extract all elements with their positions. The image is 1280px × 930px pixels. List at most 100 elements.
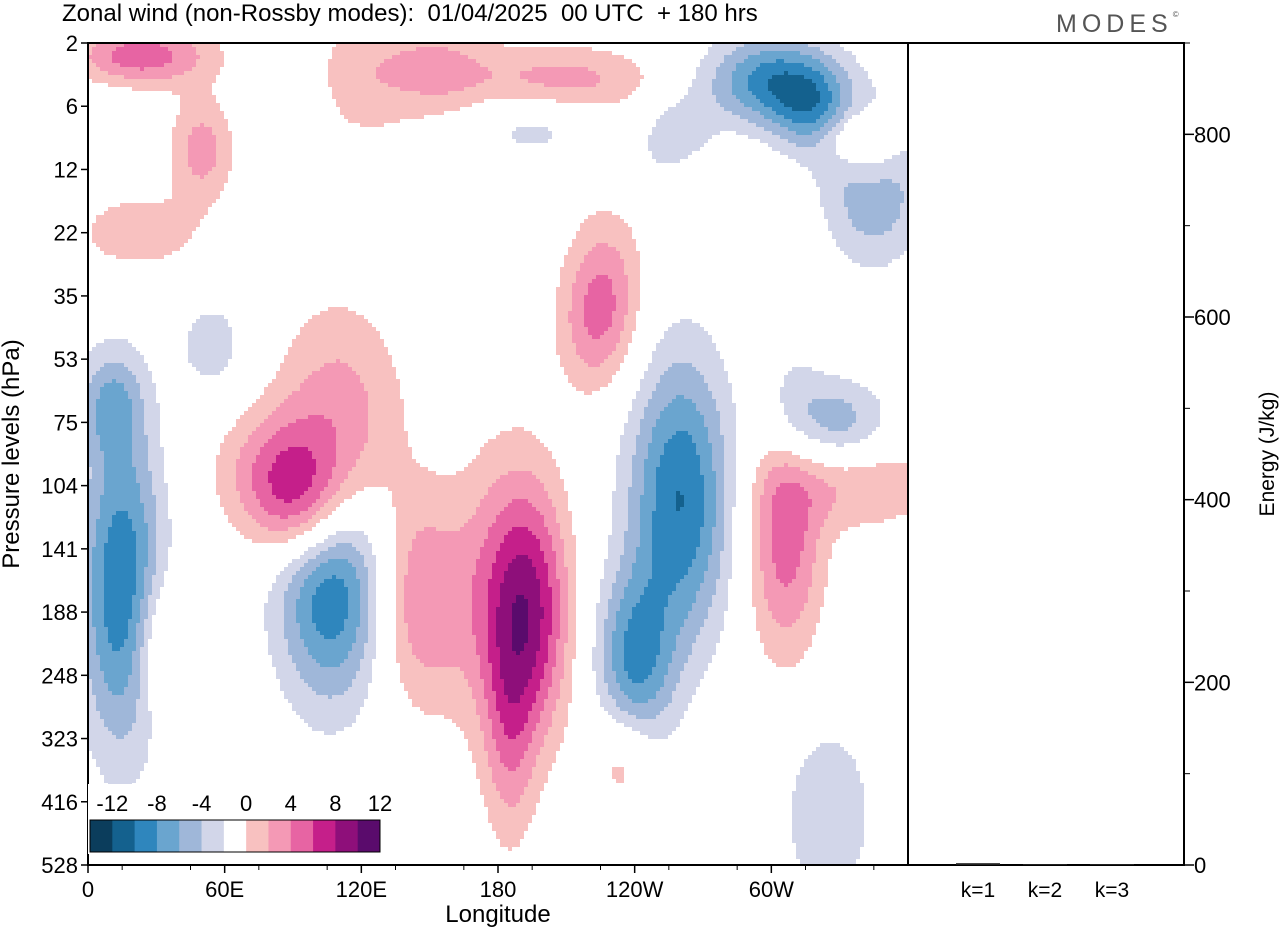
heatmap-cell [628,275,640,279]
heatmap-cell [604,575,616,579]
heatmap-cell [400,671,464,675]
heatmap-cell [292,391,368,395]
heatmap-cell [712,543,724,547]
heatmap-cell [104,723,132,727]
heatmap-cell [624,635,660,639]
heatmap-cell [88,703,96,707]
heatmap-cell [276,431,336,435]
heatmap-cell [524,787,544,791]
heatmap-cell [332,91,420,95]
heatmap-cell [324,503,340,507]
heatmap-cell [492,823,528,827]
heatmap-cell [416,531,488,535]
heatmap-cell [764,483,780,487]
heatmap-cell [552,615,560,619]
heatmap-cell [420,707,476,711]
heatmap-cell [824,519,884,523]
heatmap-cell [88,487,104,491]
heatmap-cell [104,459,132,463]
heatmap-cell [560,579,568,583]
heatmap-cell [536,659,548,663]
heatmap-cell [172,135,188,139]
heatmap-cell [652,359,724,363]
heatmap-cell [144,639,148,643]
heatmap-cell [328,695,332,699]
heatmap-cell [824,207,848,211]
x-tick-label: 120W [606,877,664,902]
heatmap-cell [472,623,488,627]
heatmap-cell [516,595,524,599]
heatmap-cell [504,575,536,579]
heatmap-cell [284,615,296,619]
heatmap-cell [296,607,312,611]
heatmap-cell [596,615,608,619]
heatmap-cell [724,107,752,111]
heatmap-cell [592,663,604,667]
heatmap-cell [820,47,844,51]
heatmap-cell [284,627,300,631]
heatmap-cell [620,683,664,687]
heatmap-cell [472,599,488,603]
heatmap-cell [472,619,488,623]
heatmap-cell [640,419,656,423]
heatmap-cell [708,607,728,611]
heatmap-cell [108,531,136,535]
heatmap-cell [636,391,652,395]
heatmap-cell [624,327,636,331]
heatmap-cell [572,327,588,331]
heatmap-cell [496,831,524,835]
heatmap-cell [88,423,96,427]
heatmap-cell [300,555,316,559]
heatmap-cell [524,751,540,755]
heatmap-cell [652,667,668,671]
heatmap-cell [256,519,308,523]
heatmap-cell [188,163,216,167]
heatmap-cell [304,551,320,555]
heatmap-cell [316,567,356,571]
heatmap-cell [192,131,212,135]
heatmap-cell [476,775,492,779]
heatmap-cell [640,539,652,543]
heatmap-cell [324,635,336,639]
heatmap-cell [336,443,364,447]
heatmap-cell [184,71,220,75]
heatmap-cell [556,311,568,315]
heatmap-cell [96,651,132,655]
heatmap-cell [88,731,112,735]
heatmap-cell [508,563,532,567]
heatmap-cell [468,747,484,751]
heatmap-cell [764,591,808,595]
heatmap-cell [600,579,616,583]
heatmap-cell [652,543,700,547]
heatmap-cell [568,319,584,323]
heatmap-cell [528,603,540,607]
heatmap-cell [588,327,608,331]
heatmap-cell [396,527,424,531]
heatmap-cell [396,655,416,659]
heatmap-cell [312,515,328,519]
heatmap-cell [496,695,508,699]
heatmap-cell [688,567,708,571]
heatmap-cell [216,159,232,163]
heatmap-cell [264,391,292,395]
heatmap-cell [652,435,672,439]
heatmap-cell [540,547,552,551]
heatmap-cell [140,603,148,607]
heatmap-cell [552,683,560,687]
heatmap-cell [708,387,732,391]
heatmap-cell [480,547,500,551]
heatmap-cell [468,743,484,747]
heatmap-cell [616,671,628,675]
heatmap-cell [96,43,124,47]
heatmap-cell [348,603,360,607]
heatmap-cell [320,495,332,499]
heatmap-cell [556,559,564,563]
heatmap-cell [752,567,760,571]
heatmap-cell [828,227,856,231]
heatmap-cell [812,583,828,587]
heatmap-cell [768,87,816,91]
heatmap-cell [92,591,104,595]
heatmap-cell [408,551,480,555]
heatmap-cell [136,567,144,571]
